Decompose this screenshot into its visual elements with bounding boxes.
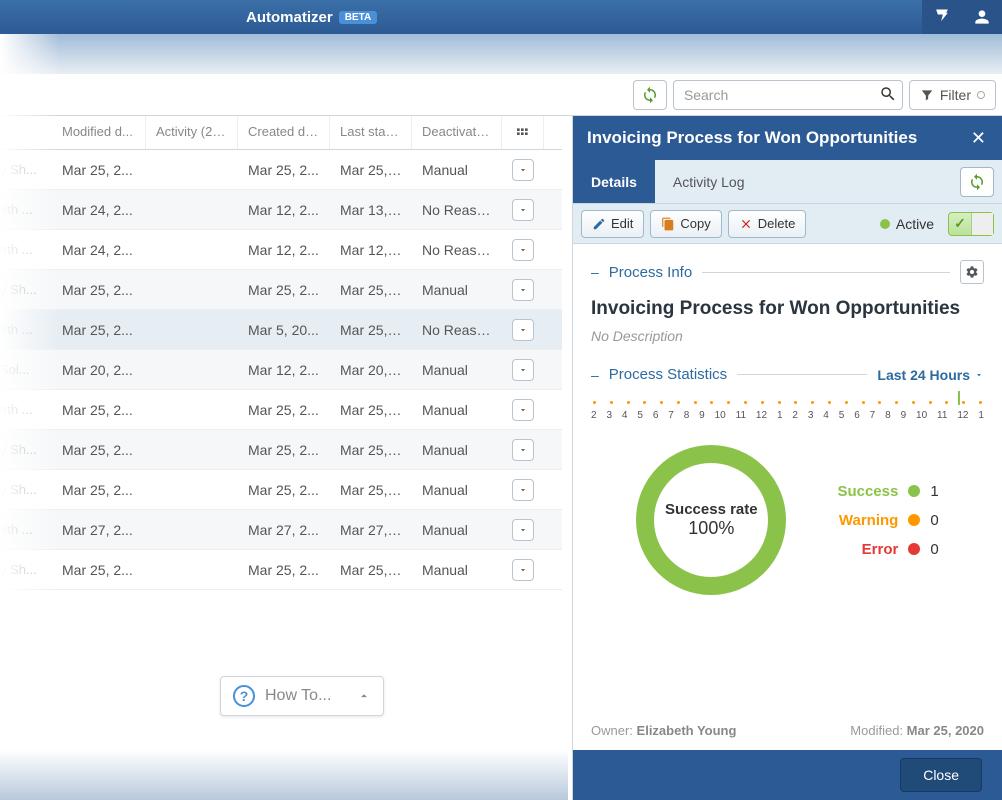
tab-details[interactable]: Details — [573, 160, 655, 203]
close-icon[interactable]: ✕ — [969, 126, 988, 151]
filter-label: Filter — [940, 87, 971, 103]
panel-tabs: Details Activity Log — [573, 160, 1002, 204]
row-menu-button[interactable] — [512, 519, 534, 541]
table-row[interactable]: y Sh... Mar 25, 2... Mar 25, 2... Mar 25… — [0, 550, 562, 590]
panel-meta: Owner: Elizabeth Young Modified: Mar 25,… — [573, 707, 1002, 750]
status-indicator: Active — [880, 216, 934, 232]
stats-row: Success rate 100% Success 1 Warning 0 Erro… — [591, 445, 984, 595]
table-row[interactable]: y Sh... Mar 25, 2... Mar 25, 2... Mar 25… — [0, 430, 562, 470]
success-rate-chart: Success rate 100% — [636, 445, 786, 595]
search-icon — [879, 85, 897, 103]
table-row[interactable]: y Sh... Mar 25, 2... Mar 25, 2... Mar 25… — [0, 270, 562, 310]
row-menu-button[interactable] — [512, 199, 534, 221]
table-row[interactable]: eth ... Mar 24, 2... Mar 12, 2... Mar 13… — [0, 190, 562, 230]
table-header: Modified d... Activity (24... Created da… — [0, 116, 562, 150]
process-description: No Description — [591, 328, 984, 344]
activity-timeline: 234567891011121234567891011121 — [591, 401, 984, 435]
help-icon[interactable] — [922, 0, 962, 34]
tab-activity-log[interactable]: Activity Log — [655, 160, 763, 203]
search-row: Filter — [0, 74, 1002, 116]
panel-refresh-button[interactable] — [960, 167, 994, 197]
col-created[interactable]: Created date — [238, 116, 330, 149]
settings-button[interactable] — [960, 260, 984, 284]
copy-button[interactable]: Copy — [650, 210, 721, 238]
edit-button[interactable]: Edit — [581, 210, 644, 238]
active-toggle[interactable]: ✓ — [948, 212, 994, 236]
modified-date: Mar 25, 2020 — [907, 723, 984, 738]
howto-button[interactable]: ? How To... — [220, 676, 384, 716]
user-icon[interactable] — [962, 0, 1002, 34]
panel-title: Invoicing Process for Won Opportunities — [587, 128, 917, 148]
check-icon: ✓ — [949, 213, 971, 235]
filter-button[interactable]: Filter — [909, 80, 996, 110]
filter-indicator — [977, 91, 985, 99]
row-menu-button[interactable] — [512, 279, 534, 301]
bottom-fade — [0, 750, 568, 800]
howto-label: How To... — [265, 687, 331, 705]
row-menu-button[interactable] — [512, 439, 534, 461]
search-input[interactable] — [673, 80, 903, 110]
delete-button[interactable]: Delete — [728, 210, 807, 238]
row-menu-button[interactable] — [512, 479, 534, 501]
beta-badge: BETA — [339, 11, 377, 24]
top-bar: Automatizer BETA — [0, 0, 1002, 34]
filter-icon — [920, 88, 934, 102]
refresh-button[interactable] — [633, 80, 667, 110]
question-icon: ? — [233, 685, 255, 707]
col-picker[interactable] — [502, 116, 544, 149]
details-panel: Invoicing Process for Won Opportunities … — [572, 116, 1002, 800]
status-label: Active — [896, 216, 934, 232]
table-row[interactable]: eth ... Mar 25, 2... Mar 5, 20... Mar 25… — [0, 310, 562, 350]
table-row[interactable]: y Sh... Mar 25, 2... Mar 25, 2... Mar 25… — [0, 470, 562, 510]
table-row[interactable]: eth ... Mar 27, 2... Mar 27, 2... Mar 27… — [0, 510, 562, 550]
col-activity[interactable]: Activity (24... — [146, 116, 238, 149]
sub-bar — [0, 34, 1002, 74]
stats-legend: Success 1 Warning 0 Error 0 — [826, 483, 938, 558]
close-button[interactable]: Close — [900, 758, 982, 792]
app-title: Automatizer — [246, 9, 333, 26]
section-process-stats: Process Statistics — [609, 366, 727, 383]
table-row[interactable]: eth ... Mar 25, 2... Mar 25, 2... Mar 25… — [0, 390, 562, 430]
row-menu-button[interactable] — [512, 159, 534, 181]
panel-body: – Process Info Invoicing Process for Won… — [573, 244, 1002, 707]
process-name: Invoicing Process for Won Opportunities — [591, 298, 984, 320]
owner-name: Elizabeth Young — [637, 723, 737, 738]
chevron-up-icon — [357, 689, 371, 703]
row-menu-button[interactable] — [512, 559, 534, 581]
row-menu-button[interactable] — [512, 319, 534, 341]
table-row[interactable]: y Sh... Mar 25, 2... Mar 25, 2... Mar 25… — [0, 150, 562, 190]
col-deactivation[interactable]: Deactivatio... — [412, 116, 502, 149]
panel-footer: Close — [573, 750, 1002, 800]
row-menu-button[interactable] — [512, 399, 534, 421]
process-table: Modified d... Activity (24... Created da… — [0, 116, 562, 736]
table-row[interactable]: eth ... Mar 24, 2... Mar 12, 2... Mar 12… — [0, 230, 562, 270]
legend-item: Success 1 — [826, 483, 938, 500]
section-process-info: Process Info — [609, 264, 692, 281]
status-dot — [880, 219, 890, 229]
col-modified[interactable]: Modified d... — [52, 116, 146, 149]
panel-header: Invoicing Process for Won Opportunities … — [573, 116, 1002, 160]
table-row[interactable]: Sol... Mar 20, 2... Mar 12, 2... Mar 20,… — [0, 350, 562, 390]
row-menu-button[interactable] — [512, 239, 534, 261]
legend-item: Warning 0 — [826, 512, 938, 529]
col-last-status[interactable]: Last status... — [330, 116, 412, 149]
time-range-selector[interactable]: Last 24 Hours — [877, 367, 984, 383]
panel-actions: Edit Copy Delete Active ✓ — [573, 204, 1002, 244]
row-menu-button[interactable] — [512, 359, 534, 381]
legend-item: Error 0 — [826, 541, 938, 558]
